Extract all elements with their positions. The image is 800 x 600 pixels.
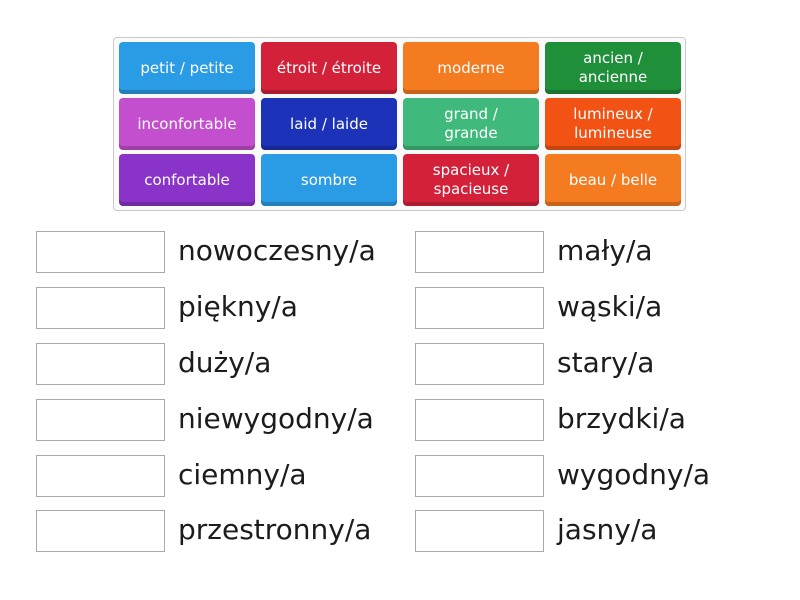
tile-grand[interactable]: grand / grande xyxy=(403,98,539,150)
tile-petit[interactable]: petit / petite xyxy=(119,42,255,94)
row-label: ciemny/a xyxy=(178,458,307,491)
row-label: duży/a xyxy=(178,346,272,379)
drop-box[interactable] xyxy=(36,399,165,441)
row-label: brzydki/a xyxy=(557,402,686,435)
row-label: wygodny/a xyxy=(557,458,711,491)
drop-box[interactable] xyxy=(415,231,544,273)
drop-box[interactable] xyxy=(36,455,165,497)
drop-box[interactable] xyxy=(36,287,165,329)
drop-box[interactable] xyxy=(415,455,544,497)
row-label: mały/a xyxy=(557,234,653,267)
tile-moderne[interactable]: moderne xyxy=(403,42,539,94)
tile-sombre[interactable]: sombre xyxy=(261,154,397,206)
tile-lumineux[interactable]: lumineux / lumineuse xyxy=(545,98,681,150)
drop-box[interactable] xyxy=(415,510,544,552)
tile-beau[interactable]: beau / belle xyxy=(545,154,681,206)
row-label: jasny/a xyxy=(557,513,658,546)
tile-laid[interactable]: laid / laide xyxy=(261,98,397,150)
row-label: piękny/a xyxy=(178,290,298,323)
row-label: niewygodny/a xyxy=(178,402,374,435)
drop-box[interactable] xyxy=(36,231,165,273)
tile-inconfortable[interactable]: inconfortable xyxy=(119,98,255,150)
tile-spacieux[interactable]: spacieux / spacieuse xyxy=(403,154,539,206)
row-label: stary/a xyxy=(557,346,655,379)
drop-box[interactable] xyxy=(415,287,544,329)
drop-box[interactable] xyxy=(36,510,165,552)
row-label: przestronny/a xyxy=(178,513,372,546)
tile-ancien[interactable]: ancien / ancienne xyxy=(545,42,681,94)
tile-bank: petit / petite étroit / étroite moderne … xyxy=(113,37,686,211)
tile-etroit[interactable]: étroit / étroite xyxy=(261,42,397,94)
drop-box[interactable] xyxy=(415,399,544,441)
row-label: wąski/a xyxy=(557,290,663,323)
drop-box[interactable] xyxy=(36,343,165,385)
tile-confortable[interactable]: confortable xyxy=(119,154,255,206)
row-label: nowoczesny/a xyxy=(178,234,376,267)
drop-box[interactable] xyxy=(415,343,544,385)
